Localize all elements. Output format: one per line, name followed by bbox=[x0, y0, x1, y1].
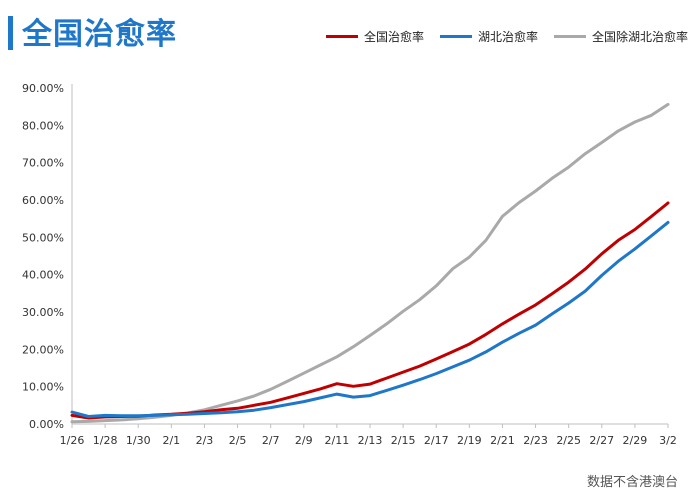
source-note: 数据不含港澳台 bbox=[586, 475, 678, 490]
x-tick-label: 2/19 bbox=[457, 434, 482, 447]
y-tick-label: 0.00% bbox=[29, 418, 64, 431]
x-tick-label: 2/11 bbox=[325, 434, 350, 447]
x-tick-label: 2/23 bbox=[523, 434, 548, 447]
legend-item-national: 全国治愈率 bbox=[325, 28, 424, 45]
y-tick-label: 70.00% bbox=[22, 157, 64, 170]
y-tick-label: 10.00% bbox=[22, 381, 64, 394]
y-tick-label: 40.00% bbox=[22, 269, 64, 282]
x-tick-label: 2/3 bbox=[196, 434, 214, 447]
legend-swatch-hubei bbox=[439, 35, 472, 38]
y-tick-label: 80.00% bbox=[22, 119, 64, 132]
x-tick-label: 2/1 bbox=[162, 434, 180, 447]
legend-item-outside-hubei: 全国除湖北治愈率 bbox=[553, 28, 688, 45]
x-tick-label: 2/27 bbox=[589, 434, 614, 447]
x-tick-label: 2/29 bbox=[623, 434, 648, 447]
x-tick-label: 2/13 bbox=[358, 434, 383, 447]
legend-label-outside-hubei: 全国除湖北治愈率 bbox=[591, 30, 688, 44]
legend-label-hubei: 湖北治愈率 bbox=[477, 30, 538, 44]
x-tick-label: 1/30 bbox=[126, 434, 151, 447]
y-tick-label: 50.00% bbox=[22, 231, 64, 244]
x-tick-label: 2/5 bbox=[229, 434, 247, 447]
x-tick-label: 2/7 bbox=[262, 434, 280, 447]
x-tick-label: 2/21 bbox=[490, 434, 515, 447]
title-accent-bar bbox=[8, 16, 13, 50]
chart-title: 全国治愈率 bbox=[22, 17, 177, 52]
x-tick-label: 3/2 bbox=[659, 434, 677, 447]
legend: 全国治愈率 湖北治愈率 全国除湖北治愈率 bbox=[325, 28, 688, 45]
legend-swatch-national bbox=[325, 35, 358, 38]
x-tick-label: 1/28 bbox=[93, 434, 118, 447]
x-tick-label: 2/9 bbox=[295, 434, 313, 447]
x-tick-label: 2/15 bbox=[391, 434, 416, 447]
y-tick-label: 60.00% bbox=[22, 194, 64, 207]
legend-label-national: 全国治愈率 bbox=[363, 30, 424, 44]
y-tick-label: 20.00% bbox=[22, 343, 64, 356]
legend-swatch-outside-hubei bbox=[553, 35, 586, 38]
legend-item-hubei: 湖北治愈率 bbox=[439, 28, 538, 45]
series-line-national bbox=[70, 201, 670, 420]
x-tick-label: 2/25 bbox=[556, 434, 581, 447]
x-tick-label: 1/26 bbox=[60, 434, 85, 447]
y-tick-label: 30.00% bbox=[22, 306, 64, 319]
series-line-hubei bbox=[70, 220, 670, 418]
series-line-outside-hubei bbox=[70, 102, 670, 424]
x-tick-label: 2/17 bbox=[424, 434, 449, 447]
y-tick-label: 90.00% bbox=[22, 82, 64, 95]
